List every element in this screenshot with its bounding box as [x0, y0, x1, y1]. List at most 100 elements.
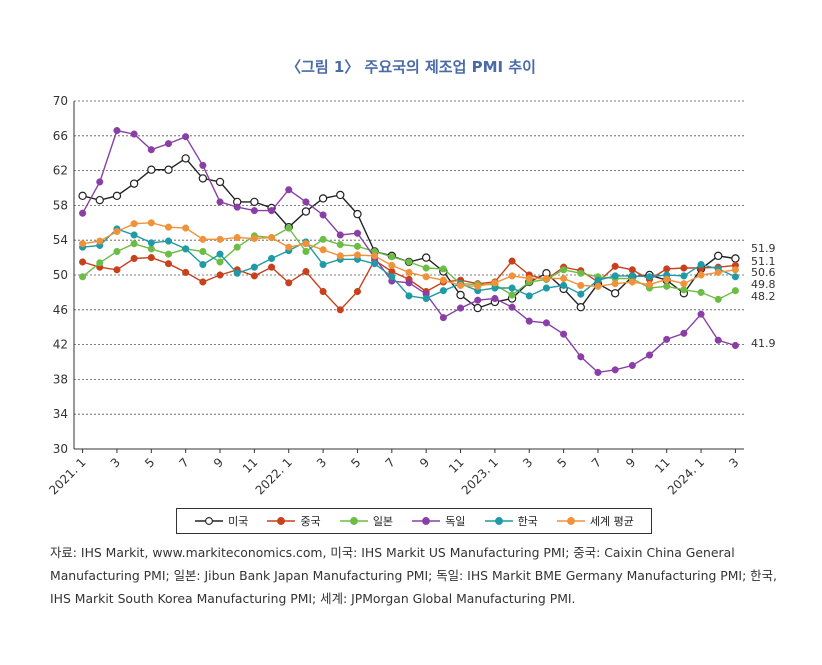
data-point: [285, 186, 293, 194]
x-tick-label: 2022. 1: [253, 455, 295, 497]
data-point: [319, 246, 327, 254]
end-value-label: 48.2: [751, 290, 776, 303]
legend-swatch: [556, 517, 585, 525]
data-point: [610, 289, 620, 298]
data-point: [78, 191, 87, 201]
data-point: [731, 266, 739, 274]
data-point: [233, 269, 241, 277]
x-tick-label: 11: [652, 455, 673, 476]
end-value-label: 50.6: [751, 266, 776, 279]
data-point: [405, 292, 413, 300]
data-point: [353, 251, 362, 259]
data-point: [95, 195, 104, 205]
data-point: [680, 329, 688, 337]
data-point: [508, 257, 516, 265]
legend-item: 독일: [411, 513, 465, 529]
data-point: [130, 130, 138, 138]
data-point: [542, 284, 550, 292]
legend-item: 중국: [266, 513, 321, 529]
data-point: [560, 274, 568, 283]
data-point: [164, 223, 173, 231]
data-point: [663, 282, 671, 290]
data-point: [542, 274, 550, 283]
x-tick-label: 2023. 1: [459, 455, 501, 497]
data-point: [147, 219, 155, 227]
data-point: [628, 266, 636, 274]
data-point: [405, 279, 413, 287]
legend-item: 세계 평균: [556, 513, 634, 529]
data-point: [216, 258, 224, 266]
data-point: [594, 282, 602, 290]
data-point: [680, 272, 688, 280]
data-point: [663, 275, 671, 283]
data-point: [216, 271, 224, 279]
data-point: [302, 247, 310, 256]
data-point: [216, 235, 224, 243]
y-tick-label: 30: [53, 442, 68, 456]
data-point: [680, 264, 688, 272]
data-point: [182, 245, 190, 253]
data-point: [250, 234, 258, 243]
data-point: [147, 245, 155, 253]
data-point: [182, 268, 190, 276]
data-point: [388, 261, 396, 269]
data-point: [353, 229, 362, 237]
data-point: [474, 296, 482, 304]
data-point: [250, 272, 258, 280]
data-point: [731, 273, 739, 281]
data-point: [285, 279, 293, 287]
data-point: [199, 161, 207, 169]
data-point: [525, 292, 533, 300]
data-point: [182, 224, 190, 232]
data-point: [216, 198, 224, 206]
source-note: 자료: IHS Markit, www.markiteconomics.com,…: [50, 545, 777, 606]
data-point: [96, 237, 104, 245]
x-tick-label: 3: [520, 455, 535, 470]
data-point: [542, 319, 550, 327]
data-point: [525, 317, 533, 325]
data-point: [645, 351, 654, 359]
data-point: [645, 273, 654, 281]
x-tick-label: 9: [623, 455, 638, 470]
data-point: [113, 266, 121, 274]
data-point: [79, 258, 87, 266]
data-point: [336, 231, 344, 239]
data-point: [663, 335, 671, 343]
data-point: [371, 260, 379, 268]
data-point: [130, 231, 138, 239]
data-point: [215, 177, 225, 187]
data-point: [714, 268, 722, 276]
data-point: [112, 191, 122, 201]
data-point: [439, 287, 447, 295]
data-point: [250, 207, 258, 215]
data-point: [611, 280, 619, 288]
legend-swatch: [484, 517, 513, 525]
data-point: [268, 254, 276, 263]
legend-item: 미국: [194, 513, 248, 529]
data-point: [577, 269, 585, 277]
x-tick-label: 2024. 1: [665, 455, 707, 497]
data-point: [199, 247, 207, 256]
data-point: [353, 287, 362, 296]
data-point: [199, 278, 207, 286]
data-point: [611, 272, 619, 280]
data-point: [439, 265, 447, 273]
legend-swatch: [412, 517, 441, 525]
data-point: [199, 235, 207, 243]
x-tick-label: 7: [383, 455, 398, 470]
data-point: [560, 330, 568, 338]
x-tick-label: 5: [554, 455, 569, 470]
data-point: [594, 368, 602, 376]
data-point: [164, 140, 173, 148]
data-point: [525, 274, 533, 283]
data-point: [181, 154, 190, 163]
data-point: [473, 303, 482, 313]
end-value-label: 49.8: [751, 278, 776, 291]
data-point: [147, 254, 155, 262]
x-tick-label: 2021. 1: [46, 455, 88, 497]
x-tick-label: 7: [176, 455, 191, 470]
y-tick-label: 38: [53, 372, 68, 386]
x-tick-label: 11: [240, 455, 261, 476]
data-point: [371, 252, 379, 260]
